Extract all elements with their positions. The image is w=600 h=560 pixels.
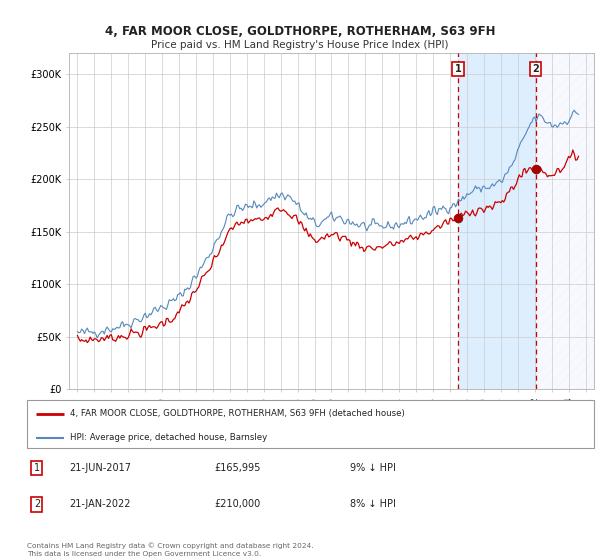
Text: 4, FAR MOOR CLOSE, GOLDTHORPE, ROTHERHAM, S63 9FH (detached house): 4, FAR MOOR CLOSE, GOLDTHORPE, ROTHERHAM… [70, 409, 404, 418]
FancyBboxPatch shape [27, 400, 594, 448]
Bar [458, 53, 536, 389]
Text: Price paid vs. HM Land Registry's House Price Index (HPI): Price paid vs. HM Land Registry's House … [151, 40, 449, 50]
Text: Contains HM Land Registry data © Crown copyright and database right 2024.
This d: Contains HM Land Registry data © Crown c… [27, 543, 314, 557]
Text: 4, FAR MOOR CLOSE, GOLDTHORPE, ROTHERHAM, S63 9FH: 4, FAR MOOR CLOSE, GOLDTHORPE, ROTHERHAM… [105, 25, 495, 38]
Text: £165,995: £165,995 [214, 463, 260, 473]
Point [453, 213, 463, 222]
Text: 21-JAN-2022: 21-JAN-2022 [70, 499, 131, 509]
Text: 9% ↓ HPI: 9% ↓ HPI [350, 463, 396, 473]
Bar [536, 53, 594, 389]
Text: 2: 2 [532, 64, 539, 74]
Text: HPI: Average price, detached house, Barnsley: HPI: Average price, detached house, Barn… [70, 433, 267, 442]
Text: 2: 2 [34, 499, 40, 509]
Point [531, 164, 541, 173]
Text: 1: 1 [34, 463, 40, 473]
Text: 21-JUN-2017: 21-JUN-2017 [70, 463, 131, 473]
Text: 8% ↓ HPI: 8% ↓ HPI [350, 499, 396, 509]
Text: 1: 1 [455, 64, 461, 74]
Text: £210,000: £210,000 [214, 499, 260, 509]
